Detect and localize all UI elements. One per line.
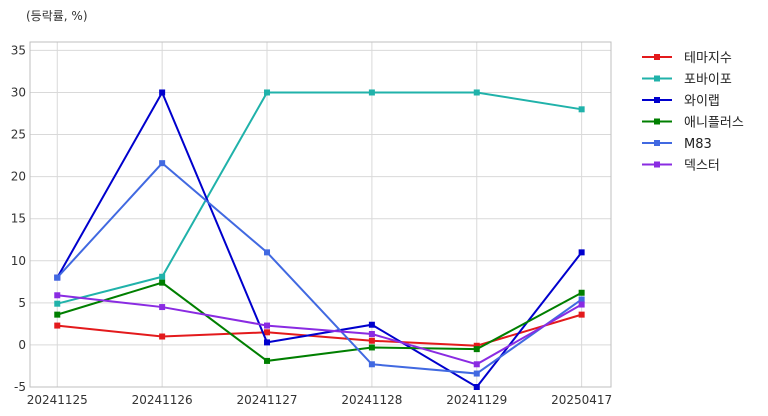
x-tick-label: 20241129 xyxy=(446,393,507,407)
data-point xyxy=(54,292,61,299)
series-line xyxy=(57,91,582,305)
series-group xyxy=(54,89,585,390)
x-tick-label: 20241127 xyxy=(236,393,297,407)
data-point xyxy=(368,361,375,368)
legend-item: M83 xyxy=(642,137,712,152)
legend-label: 포바이포 xyxy=(684,73,732,88)
y-tick-label: 35 xyxy=(11,43,26,57)
x-tick-label: 20241126 xyxy=(132,393,193,407)
y-tick-label: 15 xyxy=(11,212,26,226)
data-point xyxy=(368,337,375,344)
data-point xyxy=(578,249,585,256)
legend-marker xyxy=(654,97,660,103)
data-point xyxy=(54,300,61,307)
data-point xyxy=(159,273,166,280)
data-point xyxy=(473,384,480,390)
data-point xyxy=(264,329,271,336)
series-line xyxy=(56,281,583,362)
legend-item: 테마지수 xyxy=(642,51,732,66)
data-point xyxy=(264,249,271,256)
data-point xyxy=(578,301,585,308)
unit-label: (등락률, %) xyxy=(26,9,88,23)
legend-item: 포바이포 xyxy=(642,73,732,88)
data-point xyxy=(159,279,166,286)
y-tick-label: 5 xyxy=(18,296,26,310)
data-point xyxy=(159,304,166,311)
x-tick-label: 20250417 xyxy=(551,393,612,407)
data-point xyxy=(264,357,271,364)
legend-label: M83 xyxy=(684,137,712,152)
data-point xyxy=(264,322,271,329)
data-point xyxy=(578,311,585,318)
y-tick-label: 0 xyxy=(18,338,26,352)
x-tick-label: 20241125 xyxy=(27,393,88,407)
series-2 xyxy=(54,89,585,307)
legend-label: 와이랩 xyxy=(684,94,720,109)
series-line xyxy=(56,161,583,375)
legend-item: 애니플러스 xyxy=(642,116,744,131)
y-axis: -5 0 5 10 15 20 25 30 35 xyxy=(11,43,26,394)
legend-marker xyxy=(654,140,660,146)
series-line xyxy=(56,90,583,389)
legend-marker xyxy=(654,118,660,125)
y-tick-label: 30 xyxy=(11,85,26,99)
data-point xyxy=(368,330,375,337)
legend-marker xyxy=(654,161,660,168)
series-line xyxy=(57,294,583,366)
x-tick-label: 20241128 xyxy=(341,393,402,407)
data-point xyxy=(368,321,375,328)
data-point xyxy=(473,370,480,377)
data-point xyxy=(473,346,480,353)
data-point xyxy=(159,333,166,340)
data-point xyxy=(578,296,585,303)
series-6 xyxy=(54,292,585,368)
legend-label: 덱스터 xyxy=(684,159,720,174)
data-point xyxy=(473,89,480,96)
y-tick-label: 20 xyxy=(11,170,26,184)
data-point xyxy=(54,322,61,329)
series-4 xyxy=(54,279,585,364)
data-point xyxy=(264,339,271,346)
data-point xyxy=(473,342,480,349)
legend-item: 덱스터 xyxy=(642,159,720,174)
y-tick-label: 25 xyxy=(11,128,26,142)
data-point xyxy=(54,274,61,281)
legend-marker xyxy=(654,75,660,82)
legend-label: 테마지수 xyxy=(684,51,732,66)
series-5 xyxy=(54,160,585,377)
y-tick-label: -5 xyxy=(14,380,26,394)
data-point xyxy=(264,89,271,96)
plot-frame xyxy=(29,41,612,388)
data-point xyxy=(578,289,585,296)
data-point xyxy=(473,361,480,368)
x-axis: 20241125 20241126 20241127 20241128 20241129… xyxy=(27,393,612,407)
data-point xyxy=(159,160,166,167)
data-point xyxy=(368,344,375,351)
legend-label: 애니플러스 xyxy=(684,116,744,131)
data-point xyxy=(578,106,585,113)
data-point xyxy=(159,89,166,96)
legend-item: 와이랩 xyxy=(642,94,720,109)
data-point xyxy=(54,311,61,318)
y-tick-label: 10 xyxy=(11,254,26,268)
data-point xyxy=(368,89,375,96)
grid xyxy=(30,42,611,388)
legend-marker xyxy=(654,54,660,60)
